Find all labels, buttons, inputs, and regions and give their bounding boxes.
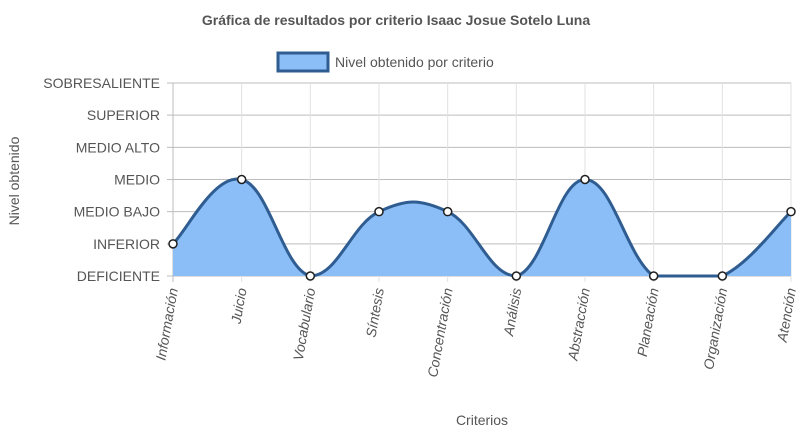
data-point[interactable] (580, 174, 590, 185)
x-tick-label: Síntesis (363, 287, 387, 339)
y-tick-label: MEDIO ALTO (76, 139, 160, 155)
series-fill (173, 179, 791, 276)
y-tick-label: INFERIOR (93, 236, 160, 252)
data-point[interactable] (786, 206, 796, 217)
data-point[interactable] (442, 206, 453, 217)
y-axis-label: Nivel obtenido (6, 136, 22, 225)
data-point[interactable] (305, 271, 316, 281)
x-tick-label: Organización (700, 287, 730, 371)
x-tick-label: Atención (774, 287, 796, 345)
y-tick-label: SUPERIOR (87, 107, 160, 123)
data-point[interactable] (168, 239, 178, 249)
chart-title: Gráfica de resultados por criterio Isaac… (202, 12, 590, 28)
x-tick-label: Información (152, 287, 180, 362)
x-tick-label: Concentración (424, 287, 455, 379)
y-tick-label: SOBRESALIENTE (43, 75, 160, 91)
series-line (171, 177, 793, 278)
x-tick-label: Vocabulario (290, 287, 319, 362)
data-point[interactable] (374, 206, 384, 217)
x-tick-label: Planeación (634, 287, 662, 358)
x-axis-ticks: Información Juicio Vocabulario Síntesis Conc… (152, 287, 796, 379)
series-area (171, 177, 793, 278)
x-tick-label: Análisis (500, 287, 524, 338)
y-tick-label: MEDIO BAJO (74, 204, 160, 220)
data-point[interactable] (648, 271, 659, 281)
y-axis-ticks: DEFICIENTE INFERIOR MEDIO BAJO MEDIO MEDIO A… (43, 75, 160, 284)
x-tick-label: Abstracción (564, 287, 593, 363)
legend[interactable]: Nivel obtenido por criterio (276, 51, 494, 73)
data-point[interactable] (236, 174, 247, 185)
legend-swatch (276, 51, 330, 73)
x-tick-label: Juicio (227, 287, 249, 326)
data-point[interactable] (511, 271, 522, 281)
y-tick-label: DEFICIENTE (77, 268, 160, 284)
y-tick-label: MEDIO (114, 172, 160, 188)
data-point[interactable] (717, 271, 728, 281)
x-axis-label: Criterios (456, 412, 508, 428)
data-points (168, 174, 796, 281)
legend-label: Nivel obtenido por criterio (335, 54, 494, 70)
